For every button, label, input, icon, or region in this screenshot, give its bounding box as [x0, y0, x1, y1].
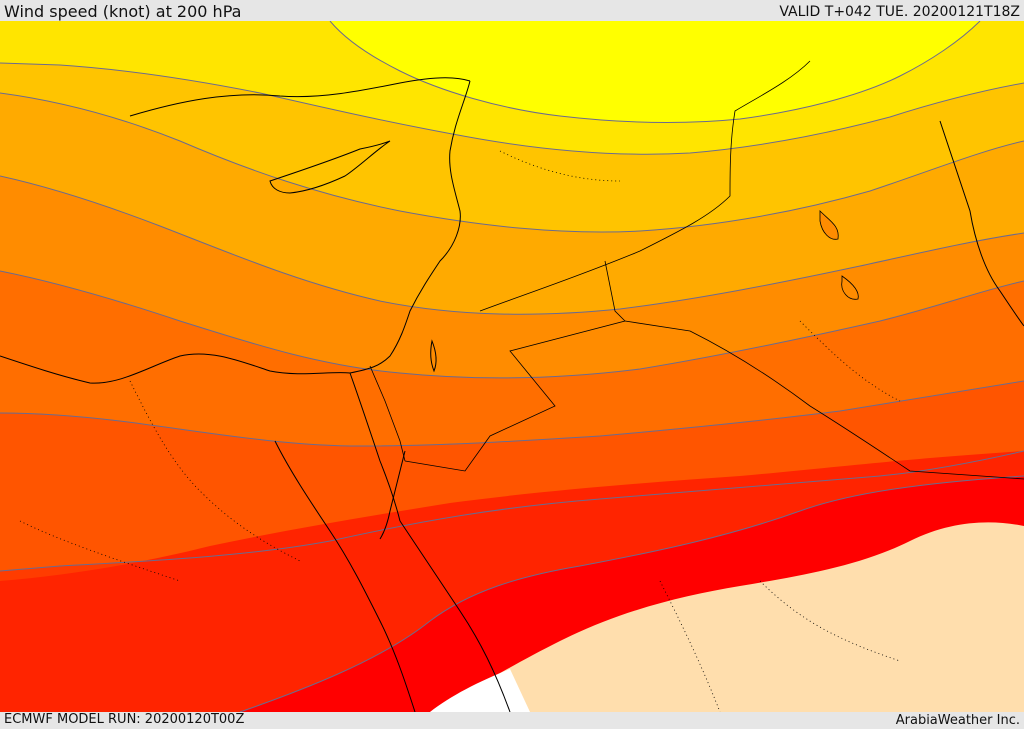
admin-boundaries — [19, 150, 901, 712]
admin-boundary-2 — [659, 580, 721, 712]
contour-3 — [0, 92, 1024, 233]
valid-time-label: VALID T+042 TUE. 20200121T18Z — [779, 4, 1020, 20]
band-ffff00 — [330, 21, 980, 123]
admin-boundary-1 — [129, 380, 301, 562]
coastline-levant — [349, 80, 471, 374]
country-borders — [369, 60, 1024, 480]
lake-razzaza — [841, 275, 859, 300]
admin-boundary-5 — [19, 520, 181, 582]
border-saudi-iraq — [624, 320, 1024, 480]
admin-boundary-4 — [499, 150, 621, 182]
coastline-red-sea-east — [399, 520, 511, 712]
coastline-gulf-of-suez — [274, 372, 416, 712]
contour-7 — [0, 450, 1024, 572]
coastline-turkey-south — [129, 77, 471, 117]
border-jordan-saudi — [404, 260, 626, 472]
map-title: Wind speed (knot) at 200 hPa — [4, 2, 242, 21]
coastline-gulf-east — [939, 120, 1024, 327]
coastlines — [0, 77, 1024, 712]
contour-2 — [0, 62, 1024, 155]
contour-6 — [0, 380, 1024, 447]
contour-8 — [239, 475, 1024, 712]
header-bar: Wind speed (knot) at 200 hPa VALID T+042… — [0, 0, 1024, 21]
isotach-contours — [0, 21, 1024, 712]
contour-4 — [0, 175, 1024, 315]
wind-speed-map — [0, 21, 1024, 712]
map-canvas — [0, 21, 1024, 712]
model-run-label: ECMWF MODEL RUN: 20200120T00Z — [4, 712, 245, 727]
footer-bar: ECMWF MODEL RUN: 20200120T00Z ArabiaWeat… — [0, 712, 1024, 729]
cyprus — [269, 140, 391, 194]
credit-label: ArabiaWeather Inc. — [895, 713, 1020, 728]
border-syria-iraq — [479, 60, 811, 312]
band-white — [430, 669, 530, 712]
band-ffdead — [430, 522, 1024, 712]
coastline-egypt-north — [0, 353, 351, 384]
contour-5 — [0, 270, 1024, 379]
coastline-gulf-of-aqaba — [379, 450, 406, 540]
lake-tharthar — [819, 210, 839, 240]
dead-sea — [430, 339, 437, 373]
contour-1 — [329, 21, 981, 124]
border-egypt-israel — [369, 365, 406, 462]
